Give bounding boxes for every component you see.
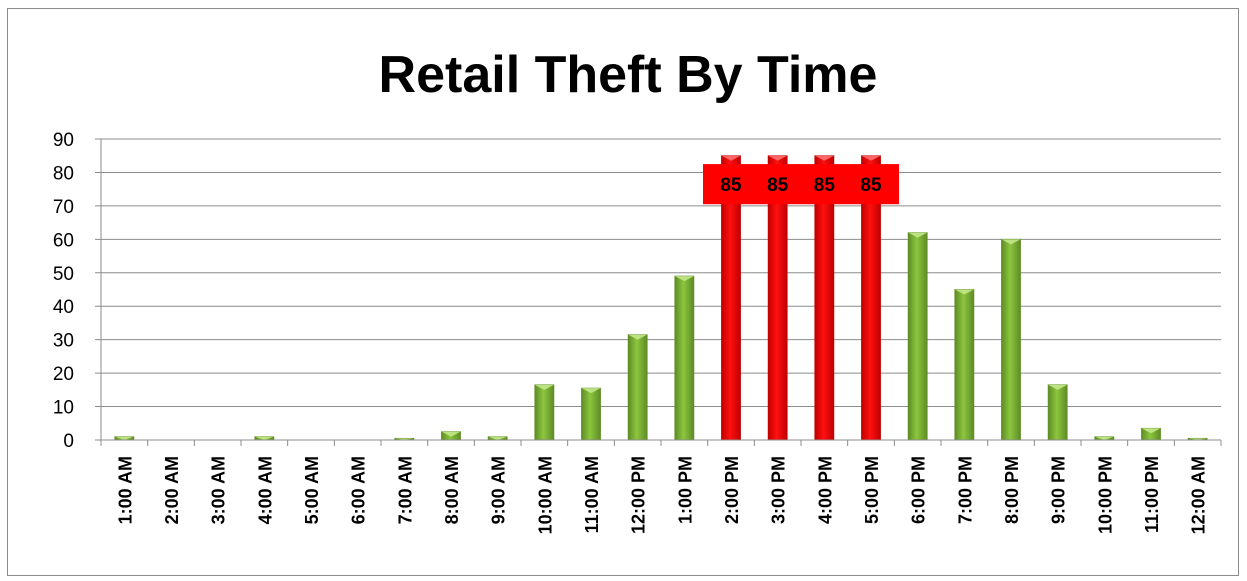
- y-tick-label: 60: [53, 230, 74, 251]
- x-tick-label: 11:00 AM: [582, 456, 602, 533]
- bar: [1001, 238, 1021, 441]
- x-tick-labels: 1:00 AM 2:00 AM 3:00 AM 4:00 AM 5:00 AM 6:00 …: [115, 456, 1208, 534]
- y-tick-label: 90: [53, 130, 74, 151]
- y-tick-label: 0: [63, 431, 74, 452]
- bar-top-bevel: [114, 436, 134, 440]
- x-tick-label: 9:00 AM: [489, 456, 509, 524]
- bar-top-bevel: [954, 289, 974, 295]
- data-label: 85: [860, 175, 882, 196]
- y-tick-label: 20: [53, 364, 74, 385]
- y-tick-label: 30: [53, 331, 74, 352]
- x-tick-label: 5:00 PM: [862, 456, 882, 524]
- bar-top-bevel: [581, 388, 601, 394]
- x-tick-label: 8:00 AM: [442, 456, 462, 524]
- x-tick-label: 12:00 AM: [1189, 456, 1209, 534]
- y-tick-label: 70: [53, 197, 74, 218]
- x-tick-label: 11:00 PM: [1142, 456, 1162, 533]
- y-tick-label: 10: [53, 398, 74, 419]
- bar-top-bevel: [768, 155, 788, 161]
- x-tick-label: 8:00 PM: [1002, 456, 1022, 524]
- x-tick-label: 4:00 AM: [255, 456, 275, 524]
- bar-top-bevel: [1141, 428, 1161, 434]
- bar-top-bevel: [721, 155, 741, 161]
- bar: [627, 334, 648, 441]
- bar-top-bevel: [628, 334, 648, 340]
- y-tick-label: 80: [53, 163, 74, 184]
- data-label: 85: [720, 175, 742, 196]
- bar: [674, 275, 695, 441]
- bars: [114, 155, 1208, 441]
- bar: [534, 384, 555, 441]
- bar: [954, 289, 975, 441]
- bar: [581, 387, 601, 441]
- bar: [907, 232, 928, 441]
- x-tick-label: 6:00 PM: [909, 456, 929, 524]
- bar: [1047, 384, 1068, 441]
- bar-top-bevel: [394, 438, 414, 440]
- data-labels: 85 85 85 85: [703, 164, 899, 205]
- x-tick-label: 7:00 PM: [955, 456, 975, 524]
- y-tick-labels: 0 10 20 30 40 50 60 70 80 90: [53, 130, 74, 452]
- bar-top-bevel: [441, 431, 461, 437]
- x-tick-label: 12:00 PM: [629, 456, 649, 534]
- x-tick-label: 2:00 PM: [722, 456, 742, 524]
- y-tick-label: 40: [53, 297, 74, 318]
- x-tick-label: 9:00 PM: [1049, 456, 1069, 524]
- bar-top-bevel: [1048, 384, 1068, 390]
- x-tick-label: 1:00 PM: [675, 456, 695, 524]
- y-tick-label: 50: [53, 264, 74, 285]
- bar-top-bevel: [908, 232, 928, 238]
- x-tick-label: 5:00 AM: [302, 456, 322, 524]
- x-tick-label: 3:00 AM: [209, 456, 229, 524]
- x-tick-label: 7:00 AM: [395, 456, 415, 524]
- data-label: 85: [814, 175, 836, 196]
- data-label-box: [703, 164, 899, 205]
- x-tick-label: 6:00 AM: [349, 456, 369, 524]
- chart-frame: Retail Theft By Time 85 85 85 85 0 10 20 30 40 5…: [7, 8, 1239, 576]
- axes: [100, 139, 1222, 446]
- x-tick-label: 10:00 AM: [535, 456, 555, 534]
- x-tick-label: 10:00 PM: [1095, 456, 1115, 534]
- bar-top-bevel: [488, 436, 508, 440]
- bar-top-bevel: [814, 155, 834, 161]
- bar-top-bevel: [674, 276, 694, 282]
- bar-top-bevel: [1094, 436, 1114, 440]
- bar-top-bevel: [861, 155, 881, 161]
- x-tick-label: 4:00 PM: [815, 456, 835, 524]
- x-tick-label: 3:00 PM: [769, 456, 789, 524]
- chart-title: Retail Theft By Time: [379, 46, 878, 104]
- x-tick-label: 1:00 AM: [115, 456, 135, 524]
- chart-canvas: Retail Theft By Time 85 85 85 85 0 10 20 30 40 5…: [53, 46, 1222, 534]
- gridlines: [95, 138, 1221, 441]
- bar-top-bevel: [1001, 239, 1021, 245]
- bar-top-bevel: [534, 384, 554, 390]
- data-label: 85: [767, 175, 789, 196]
- bar-top-bevel: [1188, 438, 1208, 440]
- x-tick-label: 2:00 AM: [162, 456, 182, 524]
- bar-top-bevel: [254, 436, 274, 440]
